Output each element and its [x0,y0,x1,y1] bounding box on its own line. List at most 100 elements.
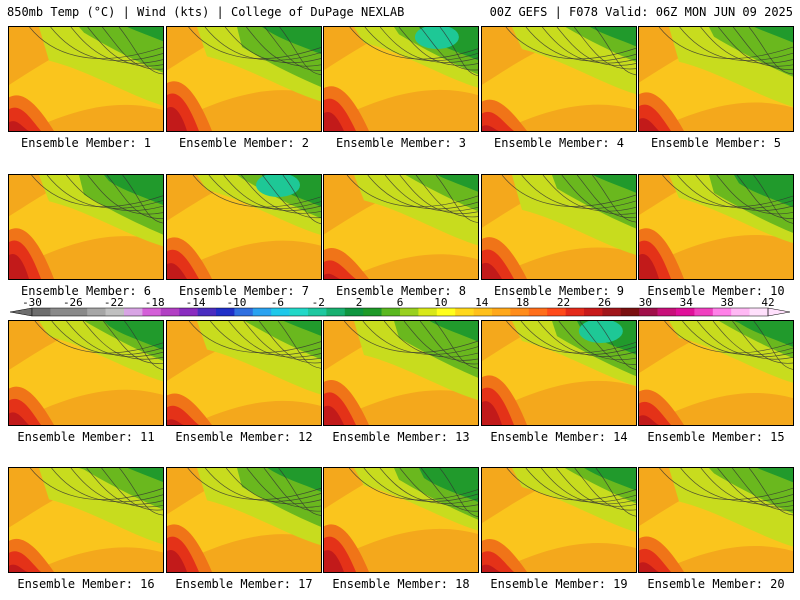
ensemble-member-label: Ensemble Member: 19 [490,577,628,591]
colorbar-tick-label: 10 [434,296,447,309]
colorbar-tick-label: 42 [761,296,774,309]
colorbar-tick-label: 30 [639,296,652,309]
colorbar-swatch [216,308,235,316]
ensemble-map-panel [638,174,794,280]
colorbar-swatch [712,308,732,316]
temperature-colorbar: -30 -26 -22 -18 -14 -10 -6 -2 2 6 10 14 18 22 26 30 34 38… [9,296,791,317]
colorbar-swatch [694,308,714,316]
temperature-map [9,175,163,279]
colorbar-swatch [68,308,88,316]
colorbar-swatch [234,308,254,316]
ensemble-map-panel [323,174,479,280]
temperature-map [482,468,636,572]
colorbar-tick-label: -14 [186,296,206,309]
colorbar-tick-label: 14 [475,296,489,309]
colorbar-swatch [492,308,511,316]
colorbar-swatch [381,308,401,316]
colorbar-swatch [197,308,217,316]
temperature-map [639,27,793,131]
chart-title: 850mb Temp (°C) | Wind (kts) | College o… [7,5,405,19]
ensemble-map-panel [8,467,164,573]
colorbar-swatch [124,308,143,316]
colorbar-tick-label: -22 [104,296,124,309]
colorbar-swatch [676,308,695,316]
ensemble-map-panel [481,467,637,573]
ensemble-map-panel [638,320,794,426]
ensemble-member-label: Ensemble Member: 16 [17,577,155,591]
temperature-map [639,321,793,425]
colorbar-swatch [308,308,327,316]
temperature-map [9,468,163,572]
ensemble-member-label: Ensemble Member: 7 [178,284,310,298]
ensemble-member-label: Ensemble Member: 1 [20,136,152,150]
temperature-map [639,468,793,572]
colorbar-tick-label: 18 [516,296,529,309]
colorbar-swatch [602,308,622,316]
ensemble-member-label: Ensemble Member: 3 [335,136,467,150]
colorbar-swatch [657,308,677,316]
ensemble-member-label: Ensemble Member: 11 [17,430,155,444]
colorbar-swatch [142,308,162,316]
ensemble-map-panel [481,26,637,132]
colorbar-swatch [326,308,346,316]
temperature-map [482,321,636,425]
temperature-map [639,175,793,279]
ensemble-map-panel [638,467,794,573]
colorbar-swatch [252,308,272,316]
ensemble-member-label: Ensemble Member: 17 [175,577,313,591]
colorbar-tick-label: -18 [145,296,165,309]
temperature-map [482,175,636,279]
ensemble-map-panel [166,26,322,132]
colorbar-swatch [749,308,769,316]
colorbar-swatch [565,308,585,316]
colorbar-tick-label: 38 [720,296,733,309]
colorbar-left-arrow [9,307,33,317]
colorbar-swatch [50,308,70,316]
ensemble-map-panel [166,174,322,280]
temperature-map [9,321,163,425]
colorbar-swatch [455,308,474,316]
colorbar-swatch [179,308,198,316]
ensemble-map-panel [323,320,479,426]
colorbar-swatch [528,308,548,316]
colorbar-swatch [639,308,658,316]
temperature-map [324,321,478,425]
ensemble-member-label: Ensemble Member: 2 [178,136,310,150]
ensemble-member-label: Ensemble Member: 15 [647,430,785,444]
colorbar-swatch [584,308,603,316]
colorbar-tick-label: -30 [22,296,42,309]
temperature-map [324,468,478,572]
ensemble-map-panel [166,320,322,426]
temperature-map [9,27,163,131]
ensemble-member-label: Ensemble Member: 14 [490,430,628,444]
colorbar-swatch [87,308,106,316]
temperature-map [167,321,321,425]
temperature-map [324,27,478,131]
ensemble-map-panel [166,467,322,573]
colorbar-right-arrow [767,307,791,317]
colorbar-swatch [620,308,640,316]
colorbar-swatch [289,308,309,316]
ensemble-map-panel [323,467,479,573]
colorbar-tick-label: 6 [397,296,404,309]
colorbar-tick-label: -26 [63,296,83,309]
ensemble-member-label: Ensemble Member: 12 [175,430,313,444]
colorbar-swatch [400,308,419,316]
colorbar-tick-label: 34 [680,296,694,309]
ensemble-map-panel [8,174,164,280]
ensemble-member-label: Ensemble Member: 4 [493,136,625,150]
ensemble-map-panel [8,320,164,426]
temperature-map [482,27,636,131]
colorbar-swatch [32,308,51,316]
ensemble-member-label: Ensemble Member: 8 [335,284,467,298]
temperature-map [324,175,478,279]
colorbar-swatch [731,308,750,316]
ensemble-member-label: Ensemble Member: 18 [332,577,470,591]
ensemble-member-label: Ensemble Member: 5 [650,136,782,150]
ensemble-member-label: Ensemble Member: 10 [647,284,785,298]
colorbar-tick-label: -6 [271,296,284,309]
colorbar-tick-label: 2 [356,296,363,309]
colorbar-swatch [547,308,566,316]
colorbar-tick-label: -10 [227,296,247,309]
colorbar-swatch [418,308,438,316]
